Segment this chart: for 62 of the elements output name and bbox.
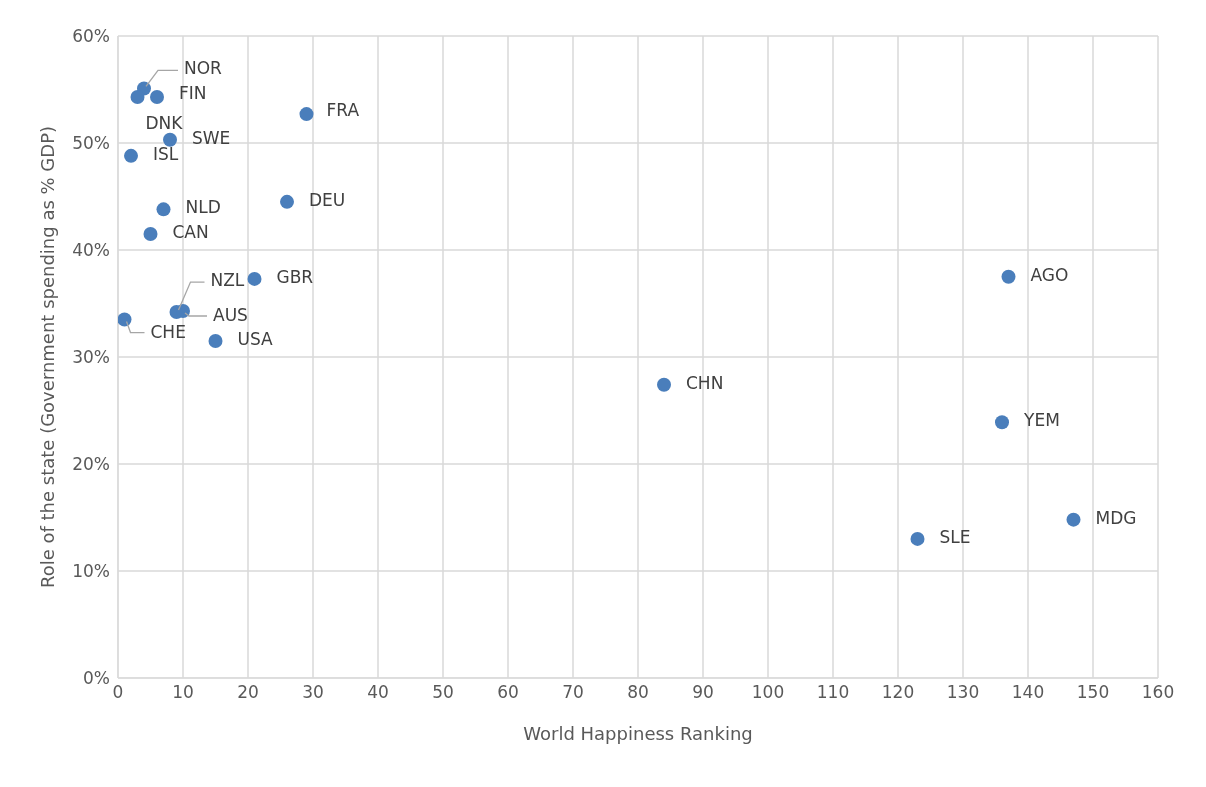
y-tick-label: 10% bbox=[72, 561, 110, 582]
annotation: USA bbox=[237, 328, 274, 349]
point bbox=[143, 226, 158, 241]
x-tick-label: 100 bbox=[751, 682, 785, 703]
annotation: FRA bbox=[326, 100, 360, 121]
y-tick-label: 0% bbox=[83, 668, 110, 689]
annotation: AGO bbox=[1030, 264, 1069, 285]
point bbox=[657, 377, 671, 392]
point bbox=[1066, 512, 1081, 527]
point bbox=[208, 333, 223, 348]
x-tick-label: 70 bbox=[562, 682, 584, 703]
x-tick-label: 40 bbox=[367, 682, 389, 703]
annotation: ISL bbox=[153, 143, 179, 164]
point bbox=[1001, 269, 1016, 284]
x-tick-label: 120 bbox=[881, 682, 915, 703]
point bbox=[118, 312, 132, 327]
point bbox=[124, 148, 138, 163]
y-tick-label: 40% bbox=[72, 240, 110, 261]
x-tick-label: 140 bbox=[1011, 682, 1045, 703]
y-tick-label: 20% bbox=[72, 454, 110, 475]
point bbox=[163, 132, 177, 147]
annotation: CHN bbox=[686, 372, 724, 393]
y-tick-label: 30% bbox=[72, 347, 110, 368]
x-tick-label: 130 bbox=[946, 682, 980, 703]
point bbox=[150, 89, 164, 104]
y-tick-label: 50% bbox=[72, 133, 110, 154]
annotation: NZL bbox=[210, 270, 245, 291]
y-axis-title: Role of the state (Government spending as % GDP) bbox=[37, 125, 59, 589]
x-tick-label: 60 bbox=[497, 682, 519, 703]
point bbox=[156, 202, 171, 217]
y-tick-label: 60% bbox=[72, 26, 110, 47]
x-tick-label: 10 bbox=[172, 682, 194, 703]
annotation: CHE bbox=[150, 321, 186, 342]
x-tick-label: 160 bbox=[1141, 682, 1175, 703]
annotation: MDG bbox=[1095, 507, 1137, 528]
point bbox=[280, 194, 294, 209]
annotation: FIN bbox=[179, 82, 207, 103]
annotation: YEM bbox=[1023, 410, 1060, 431]
point bbox=[910, 531, 925, 546]
point bbox=[247, 271, 262, 286]
point bbox=[299, 107, 314, 122]
annotation: DEU bbox=[309, 189, 346, 210]
x-tick-label: 0 bbox=[112, 682, 124, 703]
x-tick-label: 150 bbox=[1076, 682, 1110, 703]
annotation: NLD bbox=[185, 197, 221, 218]
annotation: SWE bbox=[192, 127, 231, 148]
x-tick-label: 80 bbox=[627, 682, 649, 703]
x-tick-label: 20 bbox=[237, 682, 259, 703]
annotation: NOR bbox=[184, 58, 223, 79]
annotation: SLE bbox=[939, 526, 971, 547]
x-tick-label: 50 bbox=[432, 682, 454, 703]
annotation: GBR bbox=[276, 266, 314, 287]
annotation: AUS bbox=[213, 304, 248, 325]
x-tick-label: 30 bbox=[302, 682, 324, 703]
x-tick-label: 110 bbox=[816, 682, 850, 703]
point bbox=[130, 89, 145, 104]
x-axis-title: World Happiness Ranking bbox=[523, 723, 753, 744]
point bbox=[995, 415, 1009, 430]
point bbox=[176, 303, 190, 318]
annotation: DNK bbox=[145, 112, 184, 133]
x-tick-label: 90 bbox=[692, 682, 714, 703]
annotation: CAN bbox=[172, 221, 209, 242]
